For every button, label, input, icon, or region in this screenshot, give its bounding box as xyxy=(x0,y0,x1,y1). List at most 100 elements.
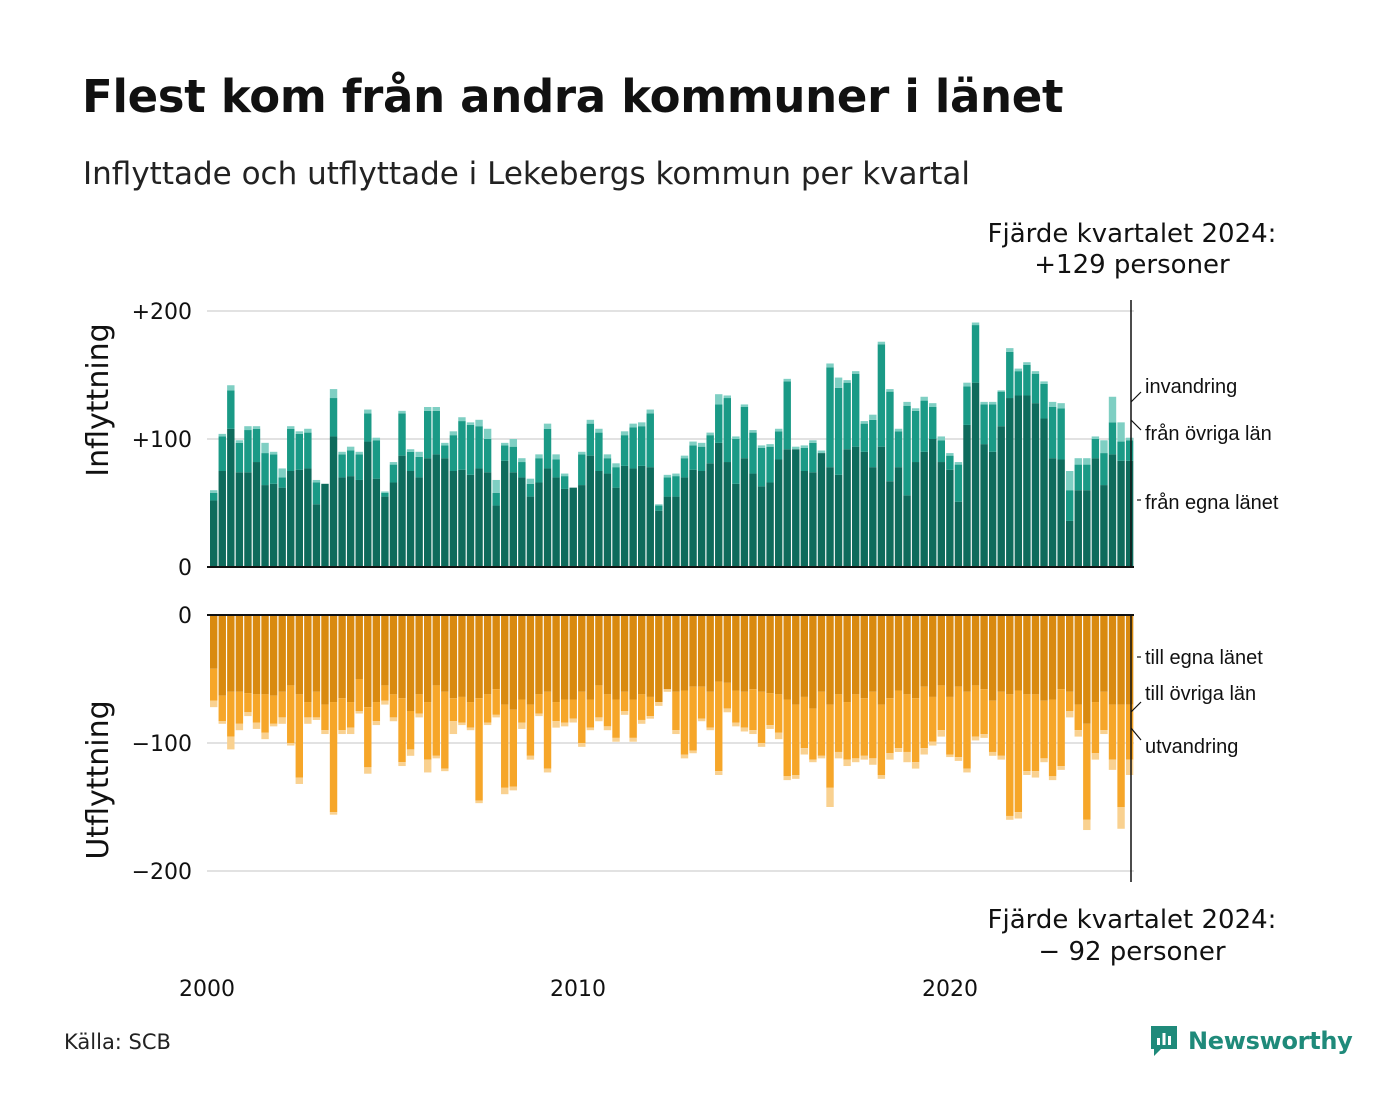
bar-segment xyxy=(929,439,937,567)
bar-segment xyxy=(971,685,980,737)
bar-segment xyxy=(672,691,680,731)
bar-segment xyxy=(860,423,868,452)
bar-segment xyxy=(269,615,278,696)
bar-segment xyxy=(638,694,646,720)
bar-segment xyxy=(834,377,843,388)
bar-segment xyxy=(269,723,278,727)
bar-segment xyxy=(552,459,560,478)
bar-segment xyxy=(800,471,809,567)
bar-segment xyxy=(929,403,937,407)
y-tick-label: −200 xyxy=(132,860,192,885)
bar-segment xyxy=(1108,704,1117,760)
bar-segment xyxy=(869,615,877,692)
bar-segment xyxy=(603,615,612,695)
bar-segment xyxy=(766,482,774,567)
bar-segment xyxy=(826,787,834,807)
bar-segment xyxy=(381,685,389,701)
bar-segment xyxy=(218,695,226,722)
bar-segment xyxy=(1100,485,1108,567)
bar-segment xyxy=(629,737,637,742)
bar-segment xyxy=(903,694,911,752)
bar-segment xyxy=(817,755,826,759)
bar-segment xyxy=(244,615,252,694)
bar-segment xyxy=(869,467,877,567)
bar-segment xyxy=(809,442,817,473)
bar-segment xyxy=(774,694,783,733)
bar-segment xyxy=(757,445,766,448)
bar-segment xyxy=(732,439,740,484)
bar-segment xyxy=(612,737,620,742)
series-label: utvandring xyxy=(1145,736,1238,758)
bar-segment xyxy=(398,410,406,414)
bar-segment xyxy=(278,717,286,724)
bar-segment xyxy=(903,495,911,567)
bar-segment xyxy=(552,702,560,722)
bar-segment xyxy=(971,322,980,326)
bar-segment xyxy=(963,386,971,425)
bar-segment xyxy=(518,462,526,478)
bar-segment xyxy=(980,444,988,567)
y-tick-label: +100 xyxy=(132,428,192,453)
bar-segment xyxy=(466,422,475,425)
bar-segment xyxy=(1074,704,1082,731)
bar-segment xyxy=(937,730,945,737)
bar-segment xyxy=(398,413,406,456)
bar-segment xyxy=(638,615,646,695)
bar-segment xyxy=(1117,704,1125,807)
bar-segment xyxy=(1074,458,1082,465)
bar-segment xyxy=(560,615,569,700)
bar-segment xyxy=(1023,694,1031,772)
bar-segment xyxy=(1117,615,1125,705)
bar-segment xyxy=(312,717,321,720)
bar-segment xyxy=(441,442,449,446)
bar-segment xyxy=(980,689,988,735)
bar-segment xyxy=(800,445,809,448)
bar-segment xyxy=(740,458,749,567)
bar-segment xyxy=(346,476,355,567)
bar-segment xyxy=(663,689,672,692)
bar-segment xyxy=(1040,700,1048,759)
brand-name: Newsworthy xyxy=(1188,1027,1353,1055)
bar-segment xyxy=(483,428,492,439)
bar-segment xyxy=(1083,490,1091,567)
bar-segment xyxy=(329,812,338,815)
bar-segment xyxy=(227,691,235,737)
bar-segment xyxy=(329,615,338,703)
bar-segment xyxy=(689,686,697,751)
bar-segment xyxy=(843,382,851,450)
bar-segment xyxy=(826,367,834,468)
bar-segment xyxy=(1031,403,1040,567)
bar-segment xyxy=(518,615,526,700)
bar-segment xyxy=(723,462,731,567)
bar-segment xyxy=(329,436,338,567)
bar-segment xyxy=(295,469,303,567)
bar-segment xyxy=(1091,615,1100,703)
bar-segment xyxy=(227,736,235,750)
x-tick-label: 2010 xyxy=(550,977,606,1002)
bar-segment xyxy=(338,454,346,478)
bar-segment xyxy=(252,694,261,723)
bar-segment xyxy=(415,615,423,695)
bar-segment xyxy=(963,768,971,773)
bar-segment xyxy=(988,404,997,452)
bar-segment xyxy=(826,615,834,705)
bar-segment xyxy=(543,691,552,769)
bar-segment xyxy=(509,446,517,473)
bar-segment xyxy=(1108,615,1117,705)
bar-segment xyxy=(620,465,629,567)
bar-segment xyxy=(372,615,381,703)
bar-segment xyxy=(398,455,406,567)
bar-segment xyxy=(389,615,398,695)
bar-segment xyxy=(518,458,526,463)
bar-segment xyxy=(629,427,637,469)
bar-segment xyxy=(826,363,834,368)
bar-segment xyxy=(946,754,954,758)
bar-segment xyxy=(988,615,997,701)
bar-segment xyxy=(826,704,834,788)
bar-segment xyxy=(1125,759,1134,775)
bar-segment xyxy=(569,718,577,723)
bar-segment xyxy=(1057,459,1065,567)
bar-segment xyxy=(732,690,740,723)
bar-segment xyxy=(244,430,252,473)
bar-segment xyxy=(526,483,535,497)
